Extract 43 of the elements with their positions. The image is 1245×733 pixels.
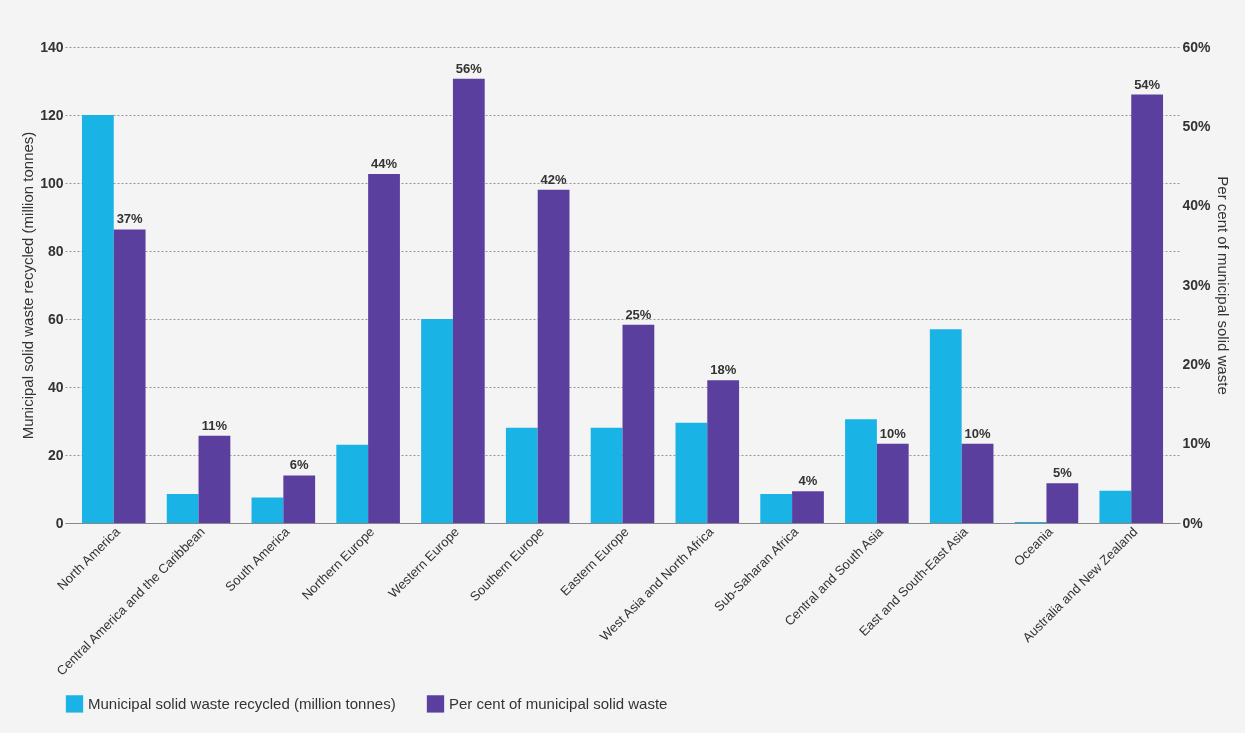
bar (929, 329, 962, 523)
y-tick-label: 60 (47, 310, 64, 327)
data-label: 44% (371, 155, 398, 171)
bar (1099, 490, 1132, 523)
data-label: 10% (879, 425, 907, 441)
data-label: 11% (201, 417, 228, 433)
y2-tick-label: 30% (1182, 276, 1212, 293)
bar (1131, 94, 1164, 523)
y2-tick-label: 60% (1182, 38, 1212, 55)
y-tick-label: 120 (40, 106, 64, 123)
data-label: 37% (116, 211, 144, 227)
y2-tick-label: 50% (1182, 117, 1212, 134)
bar (1046, 483, 1079, 523)
y-tick-label: 100 (40, 174, 64, 191)
data-label: 6% (289, 457, 310, 473)
y-axis-title: Municipal solid waste recycled (million tonnes) (19, 131, 37, 440)
y2-tick-label: 20% (1182, 355, 1212, 372)
legend-label: Municipal solid waste recycled (million tonnes) (88, 694, 396, 712)
bar (198, 435, 231, 523)
y2-tick-label: 0% (1182, 514, 1204, 531)
y-tick-label: 20 (47, 446, 64, 463)
data-label: 56% (455, 60, 483, 76)
y-tick-label: 80 (47, 242, 64, 259)
data-label: 10% (964, 425, 992, 441)
bar (368, 173, 400, 523)
bar (336, 444, 369, 523)
legend-label: Per cent of municipal solid waste (449, 694, 668, 712)
data-label: 18% (710, 362, 737, 378)
data-label: 4% (798, 473, 818, 489)
bar (505, 427, 538, 523)
data-label: 25% (625, 306, 652, 322)
data-label: 54% (1134, 76, 1161, 92)
y-tick-label: 140 (40, 38, 64, 55)
y2-tick-label: 10% (1182, 435, 1212, 452)
y2-axis-title: Per cent of municipal solid waste (1214, 176, 1232, 395)
bar (622, 324, 655, 523)
data-label: 42% (540, 171, 568, 187)
y-tick-label: 40 (47, 378, 64, 395)
y-tick-label: 0 (55, 514, 64, 531)
bar (452, 78, 485, 523)
bar (537, 189, 570, 523)
y2-tick-label: 40% (1182, 197, 1212, 214)
data-label: 5% (1052, 465, 1073, 481)
